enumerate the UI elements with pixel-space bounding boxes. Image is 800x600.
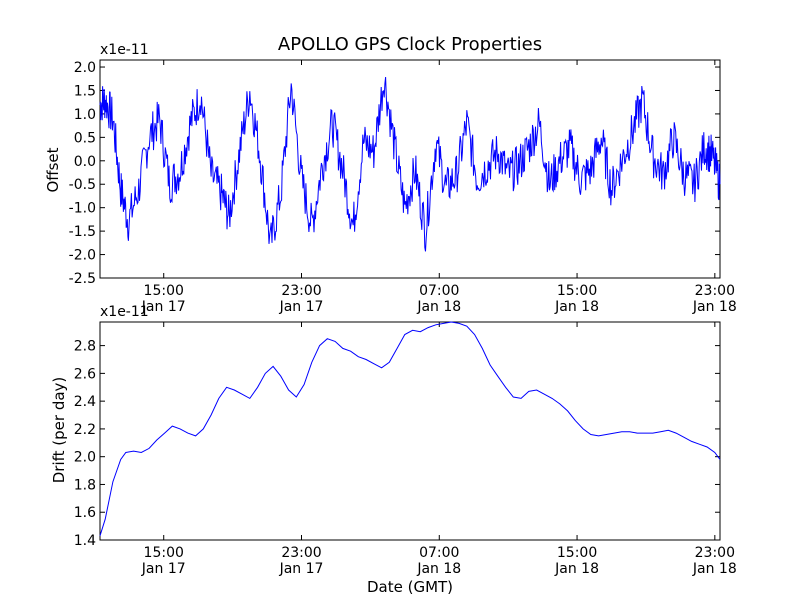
offset-y-tick-label: 1.0 <box>74 107 96 123</box>
drift-chart: x1e-11 Drift (per day) Date (GMT) 1.4 1.6… <box>50 304 737 596</box>
drift-x-tick-date: Jan 18 <box>692 561 737 577</box>
drift-plot-frame <box>99 321 721 541</box>
offset-y-tick-label: 1.5 <box>74 83 96 99</box>
offset-x-tick-date: Jan 17 <box>279 299 324 315</box>
offset-x-tick-date: Jan 17 <box>141 299 186 315</box>
drift-scale-label: x1e-11 <box>100 304 149 320</box>
offset-y-tick-label: -1.0 <box>69 201 96 217</box>
offset-x-tick-date: Jan 18 <box>416 299 461 315</box>
date-axis-title: Date (GMT) <box>367 578 453 596</box>
offset-x-tick-time: 23:00 <box>695 283 735 299</box>
offset-x-tick-date: Jan 18 <box>554 299 599 315</box>
offset-x-tick-time: 15:00 <box>557 283 597 299</box>
drift-x-tick-time: 07:00 <box>419 545 459 561</box>
drift-x-tick-time: 23:00 <box>695 545 735 561</box>
offset-x-tick-time: 23:00 <box>281 283 321 299</box>
drift-y-tick-label: 1.8 <box>74 477 96 493</box>
drift-x-tick-time: 23:00 <box>281 545 321 561</box>
drift-y-tick-label: 2.8 <box>74 339 96 355</box>
drift-x-tick-time: 15:00 <box>557 545 597 561</box>
drift-x-tick-time: 15:00 <box>144 545 184 561</box>
offset-y-tick-label: -1.5 <box>69 224 96 240</box>
drift-y-tick-label: 1.4 <box>74 533 96 549</box>
offset-axis-title: Offset <box>44 147 62 192</box>
offset-scale-label: x1e-11 <box>100 42 149 58</box>
drift-x-tick-date: Jan 17 <box>279 561 324 577</box>
offset-y-tick-label: 0.0 <box>74 154 96 170</box>
offset-y-tick-label: -2.0 <box>69 248 96 264</box>
offset-chart: APOLLO GPS Clock Properties x1e-11 Offse… <box>44 34 737 315</box>
offset-x-tick-date: Jan 18 <box>692 299 737 315</box>
drift-y-tick-label: 2.4 <box>74 394 96 410</box>
offset-y-tick-label: 0.5 <box>74 130 96 146</box>
drift-y-ticks: 1.4 1.6 1.8 2.0 2.2 2.4 2.6 2.8 <box>74 339 720 549</box>
drift-x-tick-date: Jan 18 <box>416 561 461 577</box>
chart-title: APOLLO GPS Clock Properties <box>278 34 542 55</box>
drift-axis-title: Drift (per day) <box>50 377 68 484</box>
offset-y-tick-label: 2.0 <box>74 60 96 76</box>
offset-x-tick-time: 15:00 <box>144 283 184 299</box>
offset-y-tick-label: -2.5 <box>69 271 96 287</box>
offset-y-ticks: -2.5 -2.0 -1.5 -1.0 -0.5 0.0 0.5 1.0 1.5 2.0 <box>69 60 720 287</box>
drift-series-line <box>99 321 721 536</box>
offset-x-tick-time: 07:00 <box>419 283 459 299</box>
drift-y-tick-label: 2.0 <box>74 450 96 466</box>
offset-series-line <box>99 76 721 252</box>
offset-y-tick-label: -0.5 <box>69 177 96 193</box>
drift-x-tick-date: Jan 17 <box>141 561 186 577</box>
drift-x-tick-date: Jan 18 <box>554 561 599 577</box>
drift-y-tick-label: 2.6 <box>74 366 96 382</box>
drift-y-tick-label: 1.6 <box>74 505 96 521</box>
offset-plot-frame <box>99 59 721 279</box>
drift-y-tick-label: 2.2 <box>74 422 96 438</box>
